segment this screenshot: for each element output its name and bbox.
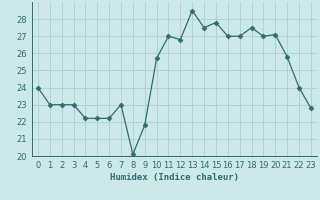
X-axis label: Humidex (Indice chaleur): Humidex (Indice chaleur)	[110, 173, 239, 182]
